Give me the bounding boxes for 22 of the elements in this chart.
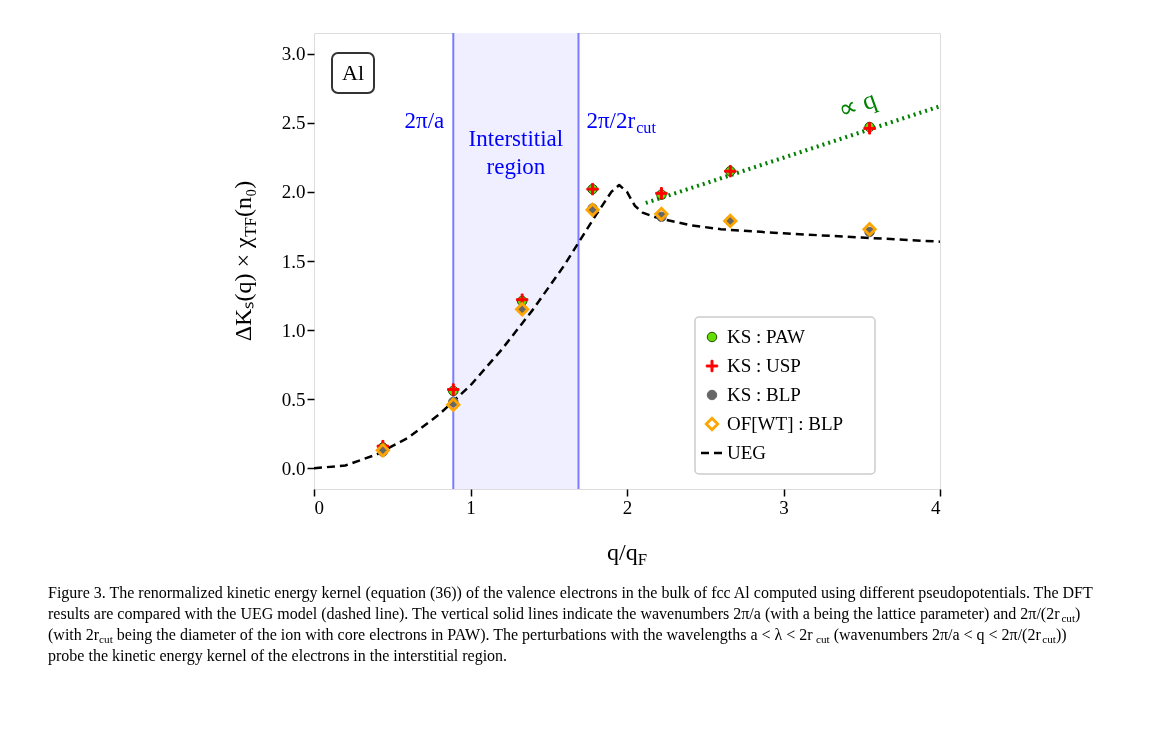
y-tick-label: 0.5 (281, 388, 306, 410)
band-label: Interstitial region (468, 126, 564, 179)
y-axis-title: ΔKₛ(q) × χTF(n₀) (230, 180, 261, 342)
legend-label: KS : PAW (727, 326, 806, 347)
y-tick-label: 2.0 (281, 181, 306, 203)
x-tick-label: 0 (314, 496, 324, 518)
legend-label: OF[WT] : BLP (727, 413, 844, 434)
y-tick-label: 3.0 (281, 43, 306, 65)
ref-line-label: 2π/a (404, 108, 445, 133)
x-tick-label: 1 (466, 496, 476, 518)
y-tick-label: 1.5 (281, 250, 306, 272)
legend-label: KS : USP (727, 355, 801, 376)
legend-label: UEG (727, 442, 767, 463)
x-tick-label: 2 (622, 496, 633, 518)
x-tick-label: 3 (779, 496, 789, 518)
y-tick-label: 2.5 (281, 112, 306, 134)
legend-label: KS : BLP (727, 384, 801, 405)
y-tick-label: 1.0 (281, 319, 306, 341)
x-tick-label: 4 (931, 496, 941, 518)
y-tick-label: 0.0 (281, 457, 306, 479)
annotation: Al (342, 60, 364, 85)
annotation: ∝ q (833, 84, 881, 125)
